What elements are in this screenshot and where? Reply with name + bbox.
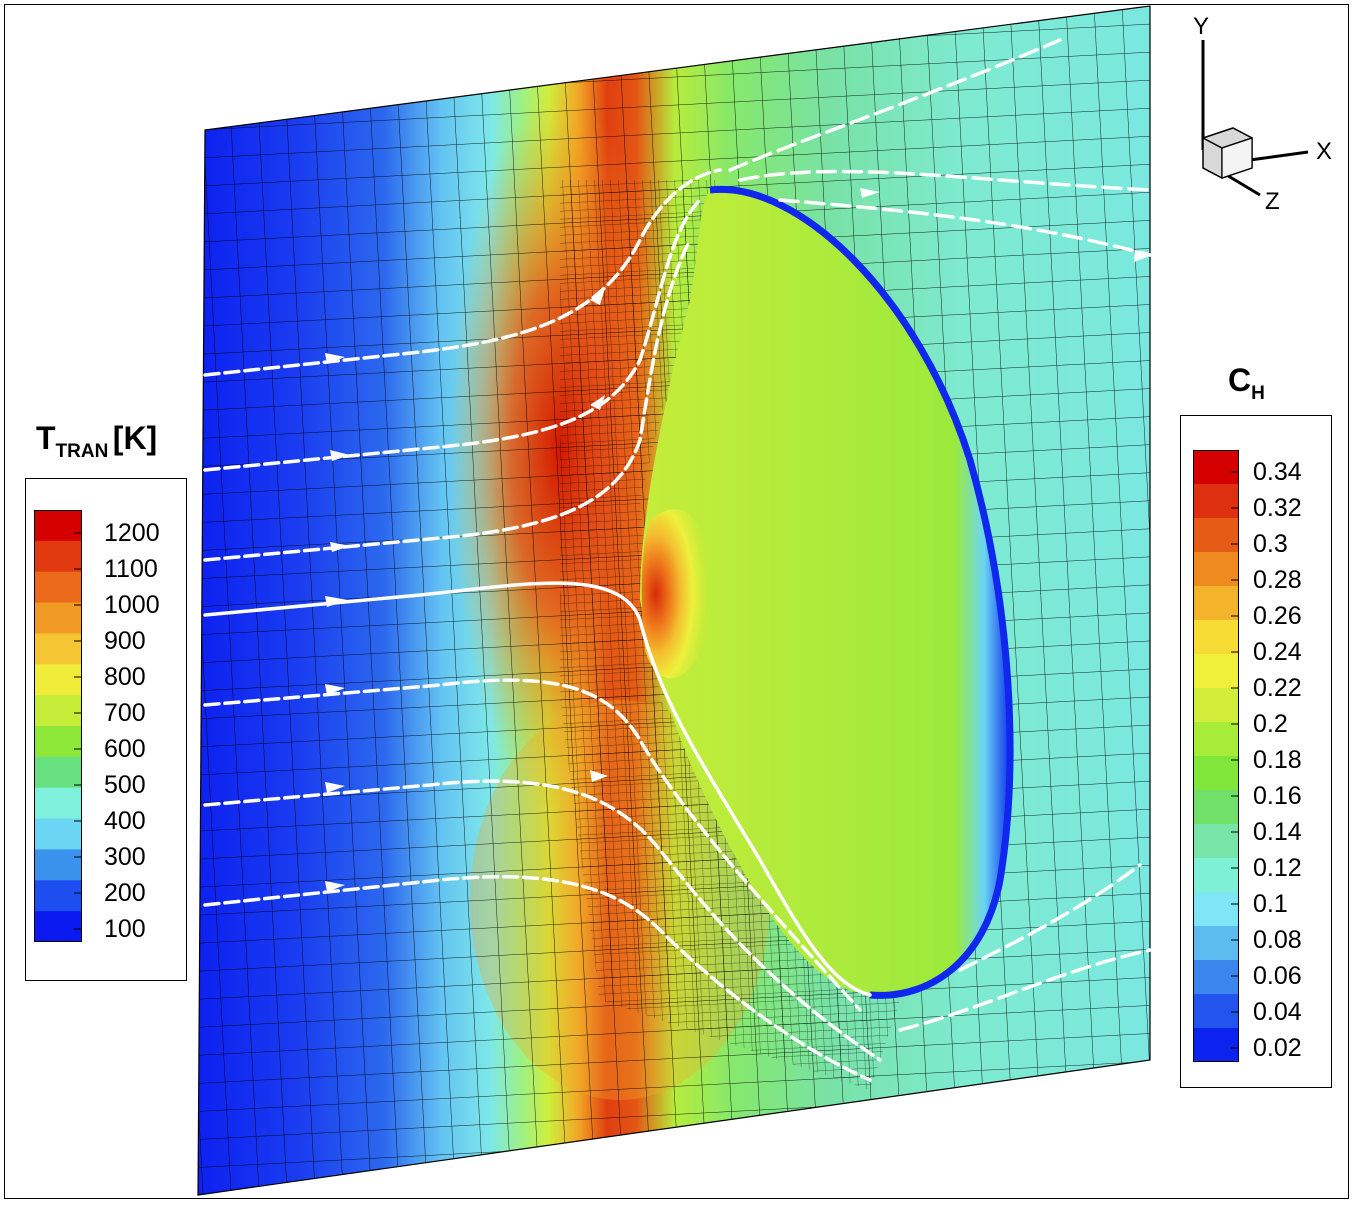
colorbar-tick-label: 0.12: [1253, 854, 1302, 882]
colorbar-swatch: [1193, 790, 1239, 825]
colorbar-tick-label: 600: [104, 735, 146, 763]
colorbar-swatch: [1193, 824, 1239, 859]
temperature-colorbar: [34, 510, 82, 942]
streamline: [728, 38, 1062, 172]
colorbar-swatch: [1193, 756, 1239, 791]
colorbar-tick-label: 500: [104, 771, 146, 799]
streamline: [898, 948, 1152, 1032]
colorbar-swatch: [1193, 586, 1239, 621]
colorbar-swatch: [34, 664, 82, 696]
colorbar-frame: [34, 510, 82, 942]
colorbar-tick-label: 0.32: [1253, 494, 1302, 522]
colorbar-swatch: [1193, 552, 1239, 587]
colorbar-swatch: [34, 756, 82, 789]
colorbar-swatch: [34, 849, 82, 881]
capsule-body: [640, 185, 1014, 999]
colorbar-tick-label: 0.18: [1253, 746, 1302, 774]
colorbar-swatch: [34, 571, 82, 604]
colorbar-swatch: [1193, 994, 1239, 1029]
colorbar-tick-label: 0.22: [1253, 674, 1302, 702]
colorbar-tick-label: 200: [104, 879, 146, 907]
streamline: [203, 238, 692, 562]
colorbar-swatch: [1193, 892, 1239, 927]
colorbar-swatch: [1193, 654, 1239, 689]
colorbar-tick-label: 0.26: [1253, 602, 1302, 630]
colorbar-swatch: [34, 602, 82, 634]
colorbar-tick-label: 0.24: [1253, 638, 1302, 666]
colorbar-swatch: [1193, 450, 1239, 485]
colorbar-tick-label: 800: [104, 663, 146, 691]
colorbar-tick-label: 900: [104, 627, 146, 655]
colorbar-swatch: [1193, 960, 1239, 995]
colorbar-swatch: [34, 540, 82, 573]
colorbar-swatch: [1193, 1028, 1239, 1062]
axis-cube-icon: [1202, 127, 1253, 179]
streamlines: [203, 38, 1152, 1082]
colorbar-swatch: [1193, 926, 1239, 961]
colorbar-tick-label: 0.14: [1253, 818, 1302, 846]
streamline: [203, 581, 872, 997]
colorbar-tick-label: 0.3: [1253, 530, 1288, 558]
colorbar-tick-label: 0.04: [1253, 998, 1302, 1026]
colorbar-tick-label: 100: [104, 915, 146, 943]
streamline: [203, 779, 882, 1062]
x-axis-line: [1249, 150, 1309, 162]
streamline: [958, 863, 1142, 972]
colorbar-swatch: [34, 787, 82, 820]
colorbar-tick-label: 0.2: [1253, 710, 1288, 738]
colorbar-tick-label: 1000: [104, 591, 160, 619]
colorbar-tick-label: 700: [104, 699, 146, 727]
colorbar-swatch: [1193, 722, 1239, 757]
colorbar-swatch: [34, 633, 82, 665]
colorbar-swatch: [1193, 484, 1239, 519]
colorbar-swatch: [34, 818, 82, 850]
streamline: [203, 874, 872, 1082]
colorbar-swatch: [34, 880, 82, 912]
colorbar-tick-label: 0.06: [1253, 962, 1302, 990]
ch-legend: 0.34 0.32 0.3 0.28 0.26 0.24 0.22 0.2 0.18 0.16 0.…: [1180, 415, 1332, 1088]
x-axis-label: X: [1316, 138, 1333, 165]
y-axis-label: Y: [1193, 13, 1210, 40]
temperature-legend-title: TTRAN [K]: [36, 420, 158, 462]
colorbar-tick-label: 0.28: [1253, 566, 1302, 594]
streamline-arrows: [325, 188, 1150, 892]
streamline: [203, 198, 702, 472]
colorbar-tick-label: 1100: [104, 555, 158, 583]
colorbar-frame: [1193, 450, 1239, 1062]
streamline: [778, 198, 1152, 257]
colorbar-swatch: [34, 510, 82, 542]
ch-legend-title: CH: [1228, 362, 1265, 404]
ch-colorbar: [1193, 450, 1239, 1062]
colorbar-tick-label: 0.16: [1253, 782, 1302, 810]
z-axis-label: Z: [1265, 188, 1280, 215]
colorbar-tick-label: 0.1: [1253, 890, 1288, 918]
colorbar-tick-label: 0.34: [1253, 458, 1302, 486]
colorbar-tick-label: 400: [104, 807, 146, 835]
colorbar-swatch: [1193, 620, 1239, 655]
streamline: [738, 169, 1152, 192]
colorbar-swatch: [1193, 688, 1239, 723]
colorbar-tick-label: 1200: [104, 519, 160, 547]
colorbar-tick-label: 0.02: [1253, 1034, 1302, 1062]
colorbar-swatch: [34, 726, 82, 758]
streamline: [203, 168, 722, 377]
colorbar-swatch: [1193, 518, 1239, 553]
colorbar-swatch: [1193, 858, 1239, 893]
temperature-legend: 1200 1100 1000 900 800 700 600 500 400 300 200 100: [25, 478, 187, 981]
streamline: [203, 678, 862, 1012]
colorbar-tick-label: 300: [104, 843, 146, 871]
figure-frame: [4, 4, 1349, 1199]
colorbar-swatch: [34, 911, 82, 942]
colorbar-swatch: [34, 695, 82, 727]
colorbar-tick-label: 0.08: [1253, 926, 1302, 954]
